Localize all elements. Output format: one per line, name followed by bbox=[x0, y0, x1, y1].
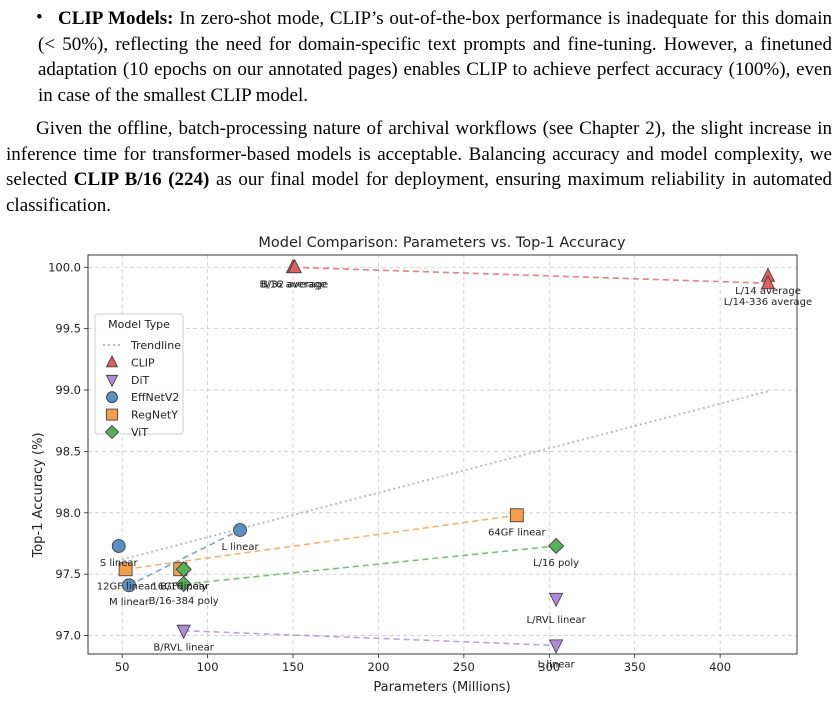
chart-container: B/16 average B/32 average L/14 average L/14… bbox=[0, 228, 840, 697]
x-axis-label: Parameters (Millions) bbox=[373, 680, 510, 695]
y-tick-label: 97.5 bbox=[55, 567, 81, 581]
x-tick-label: 200 bbox=[367, 660, 389, 674]
legend-box bbox=[94, 313, 184, 435]
y-tick-label: 97.0 bbox=[55, 629, 81, 643]
vit-point-label: L/16 poly bbox=[533, 558, 579, 569]
chart-title: Model Comparison: Parameters vs. Top-1 A… bbox=[258, 235, 626, 251]
clip-point-label: B/16 average bbox=[259, 279, 326, 290]
x-tick-label: 50 bbox=[115, 660, 130, 674]
x-tick-label: 400 bbox=[709, 660, 731, 674]
legend-entry-label: EffNetV2 bbox=[131, 391, 179, 404]
dit-point bbox=[176, 624, 191, 640]
plot-frame bbox=[87, 254, 798, 655]
regnety-point bbox=[118, 562, 133, 577]
paragraph-part2: as our final model for deployment, ensur… bbox=[6, 169, 833, 216]
x-tick-label: 250 bbox=[453, 660, 475, 674]
dit-series-line bbox=[183, 629, 557, 647]
effnetv2-point-label: M linear bbox=[109, 597, 150, 608]
y-tick-label: 98.0 bbox=[55, 506, 81, 520]
regnety-point-label: 12GF linear bbox=[97, 581, 156, 592]
vit-point-label: B/16-384 poly bbox=[149, 596, 219, 607]
vit-point bbox=[548, 537, 565, 555]
regnety-series-line bbox=[125, 514, 517, 571]
y-tick-label: 99.5 bbox=[55, 322, 81, 336]
legend: Model Type Trendline CLIP DiT EffNetV2 RegNet… bbox=[94, 313, 184, 440]
series-lines bbox=[125, 266, 768, 647]
vit-series-line bbox=[183, 545, 557, 585]
trendline bbox=[121, 390, 769, 561]
effnetv2-point-label: S linear bbox=[100, 558, 139, 569]
dit-point-label: B/RVL linear bbox=[153, 643, 214, 654]
legend-title: Model Type bbox=[108, 318, 170, 331]
dit-point-label: L/RVL linear bbox=[527, 615, 587, 626]
paragraph-bold-model: CLIP B/16 (224) bbox=[73, 169, 210, 190]
clip-point-label: L/14 average bbox=[735, 286, 801, 297]
legend-entry-label: ViT bbox=[131, 426, 148, 439]
clip-point bbox=[287, 258, 302, 274]
clip-point-label: B/32 average bbox=[261, 279, 328, 290]
legend-dit-icon bbox=[105, 374, 119, 388]
bullet-paragraph: CLIP Models: In zero-shot mode, CLIP’s o… bbox=[38, 6, 832, 108]
legend-entry-label: CLIP bbox=[131, 356, 155, 369]
y-tick-label: 99.0 bbox=[55, 383, 81, 397]
clip-point bbox=[760, 274, 776, 290]
vit-point bbox=[175, 575, 192, 593]
series-markers bbox=[111, 258, 776, 654]
effnetv2-point bbox=[111, 539, 126, 553]
x-tick-label: 150 bbox=[282, 660, 304, 674]
legend-regnety-icon bbox=[106, 408, 118, 421]
x-tick-label: 100 bbox=[197, 660, 219, 674]
legend-effnetv2-icon bbox=[106, 391, 118, 404]
dit-point-label: L linear bbox=[538, 659, 576, 670]
trendline-layer bbox=[121, 390, 769, 561]
effnetv2-series-line bbox=[128, 529, 241, 586]
effnetv2-point-label: L linear bbox=[222, 542, 260, 553]
x-tick-label: 350 bbox=[624, 660, 646, 674]
bullet-lead: CLIP Models: bbox=[58, 8, 174, 29]
legend-entry-label: RegNetY bbox=[131, 409, 178, 422]
legend-entry-label: Trendline bbox=[130, 339, 181, 352]
x-tick-label: 300 bbox=[538, 660, 560, 674]
clip-series-line bbox=[292, 266, 768, 285]
dit-point bbox=[548, 592, 564, 608]
y-axis-label: Top-1 Accuracy (%) bbox=[31, 432, 46, 558]
regnety-point-label: 16GF linear bbox=[151, 581, 210, 592]
y-tick-label: 100.0 bbox=[48, 260, 81, 274]
effnetv2-point bbox=[233, 523, 247, 537]
legend-vit-icon bbox=[104, 424, 120, 440]
y-tick-label: 98.5 bbox=[55, 444, 81, 458]
grid bbox=[88, 255, 797, 654]
regnety-point bbox=[509, 508, 524, 523]
axes: 50 100 150 200 250 300 350 400 97.0 97.5 98.0 98.5 9… bbox=[48, 254, 798, 674]
regnety-point-label: 64GF linear bbox=[488, 527, 547, 538]
legend-clip-icon bbox=[105, 355, 119, 368]
bullet-icon: • bbox=[36, 7, 43, 28]
effnetv2-point bbox=[122, 578, 136, 593]
clip-point-label: L/14-336 average bbox=[724, 297, 812, 308]
legend-entry-label: DiT bbox=[131, 374, 150, 387]
dit-point bbox=[548, 639, 564, 654]
body-paragraph: Given the offline, batch-processing natu… bbox=[6, 116, 832, 218]
bullet-text: In zero-shot mode, CLIP’s out-of-the-box… bbox=[38, 8, 833, 106]
vit-point-label: B/16 poly bbox=[160, 581, 207, 592]
paragraph-part1: Given the offline, batch-processing natu… bbox=[6, 118, 832, 190]
